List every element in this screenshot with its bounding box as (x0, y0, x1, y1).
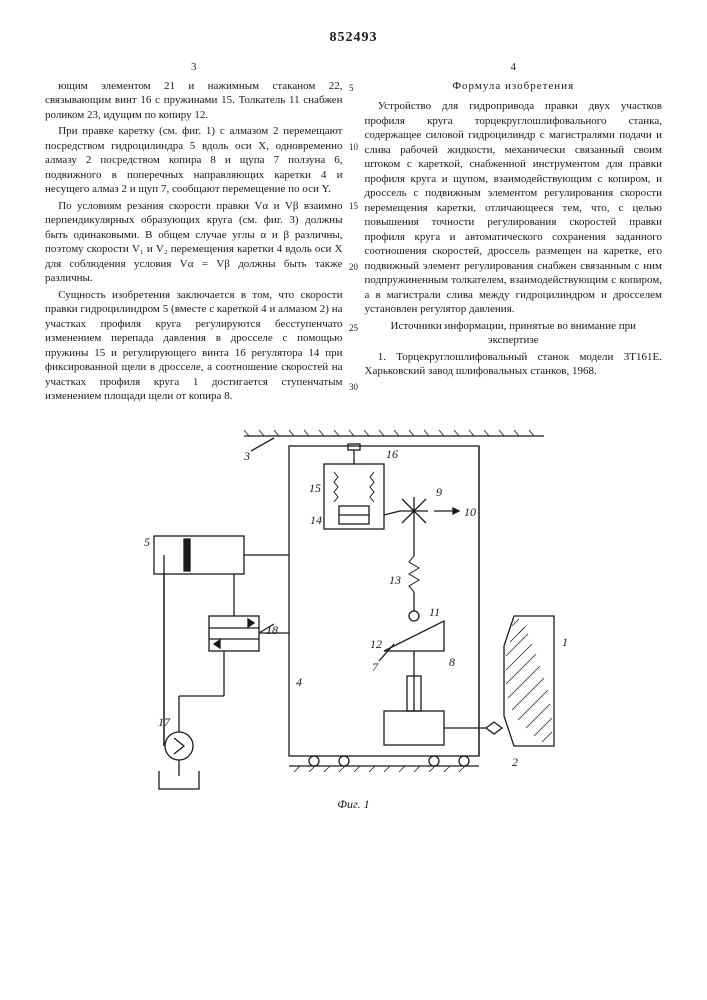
formula-title: Формула изобретения (365, 79, 663, 94)
figure-1: 3 16 15 14 9 10 13 11 12 7 8 1 2 4 5 18 … (45, 416, 662, 826)
fig-label-12: 12 (370, 637, 382, 651)
fig-label-11: 11 (429, 605, 440, 619)
fig-label-2: 2 (512, 755, 518, 769)
fig-label-5: 5 (144, 535, 150, 549)
right-p1: Устройство для гидропривода правки двух … (365, 99, 663, 317)
fig-label-9: 9 (436, 485, 442, 499)
col-number-right: 4 (365, 60, 663, 75)
col-number-left: 3 (45, 60, 343, 75)
left-p4: Сущность изобретения заключается в том, … (45, 288, 343, 404)
fig-label-17: 17 (158, 715, 171, 729)
left-p2: При правке каретку (см. фиг. 1) с алмазо… (45, 124, 343, 197)
text-columns: 3 ющим элементом 21 и нажимным стаканом … (45, 60, 662, 406)
fig-label-7: 7 (372, 660, 379, 674)
figure-caption: Фиг. 1 (337, 797, 369, 812)
fig-label-4: 4 (296, 675, 302, 689)
left-p3: По условиям резания скорости правки Vα и… (45, 199, 343, 286)
figure-svg: 3 16 15 14 9 10 13 11 12 7 8 1 2 4 5 18 … (114, 416, 594, 816)
left-column: 3 ющим элементом 21 и нажимным стаканом … (45, 60, 343, 406)
fig-label-18: 18 (266, 623, 278, 637)
fig-label-1: 1 (562, 635, 568, 649)
fig-label-3: 3 (243, 449, 250, 463)
sources-title: Источники информации, принятые во вниман… (365, 319, 663, 348)
fig-label-13: 13 (389, 573, 401, 587)
left-p1: ющим элементом 21 и нажимным стаканом 22… (45, 79, 343, 123)
fig-label-15: 15 (309, 481, 321, 495)
fig-label-16: 16 (386, 447, 398, 461)
fig-label-8: 8 (449, 655, 455, 669)
fig-label-10: 10 (464, 505, 476, 519)
source-1: 1. Торцекруглошлифовальный станок модели… (365, 350, 663, 379)
right-column: 4 Формула изобретения Устройство для гид… (365, 60, 663, 406)
patent-number: 852493 (45, 30, 662, 46)
fig-label-14: 14 (310, 513, 322, 527)
